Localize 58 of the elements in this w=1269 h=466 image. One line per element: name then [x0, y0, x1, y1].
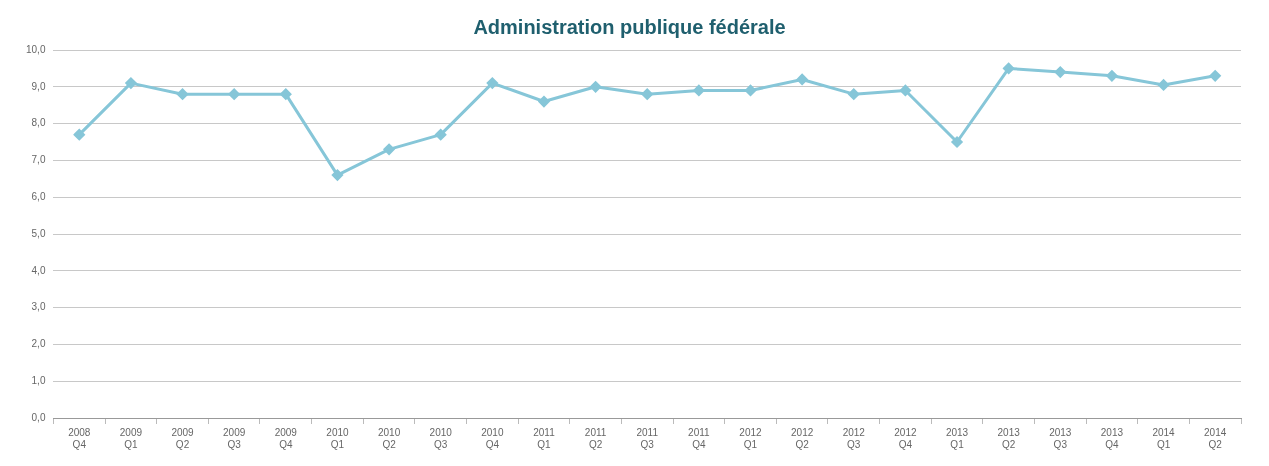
- point: [331, 169, 343, 181]
- x-tick-label: 2013 Q3: [1049, 426, 1072, 450]
- chart-title: Administration publique fédérale: [473, 15, 786, 38]
- x-tick-label: 2010 Q3: [429, 426, 453, 450]
- point: [641, 88, 653, 100]
- x-tick-label: 2011 Q3: [636, 426, 659, 450]
- x-tick-label: 2013 Q1: [945, 426, 969, 450]
- x-tick-label: 2009 Q2: [171, 426, 195, 450]
- x-tick-label: 2009 Q1: [119, 426, 143, 450]
- point: [280, 88, 292, 100]
- point: [1209, 70, 1221, 82]
- point: [1054, 66, 1066, 78]
- x-tick-label: 2010 Q4: [481, 426, 504, 450]
- point: [693, 84, 705, 96]
- point: [125, 77, 137, 89]
- x-tick-label: 2012 Q3: [842, 426, 866, 450]
- point: [486, 77, 498, 89]
- point: [796, 73, 808, 85]
- x-tick-label: 2010 Q2: [377, 426, 401, 450]
- x-tick-label: 2014 Q1: [1152, 426, 1176, 450]
- x-tick-label: 2009 Q3: [223, 426, 246, 450]
- x-tick-label: 2013 Q4: [1100, 426, 1124, 450]
- x-tick-label: 2013 Q2: [997, 426, 1021, 450]
- x-tick-label: 2011 Q1: [533, 426, 556, 450]
- point: [435, 129, 447, 141]
- y-tick-label: 9,0: [31, 80, 46, 92]
- point: [177, 88, 189, 100]
- point: [590, 81, 602, 93]
- y-tick-label: 6,0: [31, 190, 46, 202]
- point: [383, 143, 395, 155]
- y-tick-label: 3,0: [31, 301, 46, 313]
- y-tick-label: 1,0: [31, 374, 46, 386]
- x-tick-label: 2011 Q2: [584, 426, 607, 450]
- x-tick-label: 2010 Q1: [326, 426, 349, 450]
- y-tick-label: 0,0: [31, 411, 46, 423]
- point: [73, 129, 85, 141]
- y-tick-label: 5,0: [31, 227, 46, 239]
- y-tick-label: 10,0: [25, 43, 46, 55]
- x-tick-label: 2009 Q4: [274, 426, 298, 450]
- point: [745, 84, 756, 96]
- point: [1158, 79, 1170, 91]
- x-tick-label: 2012 Q2: [791, 426, 814, 450]
- point: [1003, 62, 1015, 74]
- point: [1106, 70, 1118, 82]
- x-tick-label: 2014 Q2: [1204, 426, 1227, 450]
- point: [848, 88, 860, 100]
- y-tick-label: 2,0: [31, 338, 46, 350]
- x-tick-label: 2008 Q4: [68, 426, 91, 450]
- x-tick-label: 2012 Q4: [894, 426, 917, 450]
- point: [899, 84, 911, 96]
- point: [228, 88, 240, 100]
- point: [538, 96, 550, 108]
- y-tick-label: 8,0: [31, 117, 46, 129]
- y-tick-label: 4,0: [31, 264, 46, 276]
- y-tick-label: 7,0: [31, 154, 46, 166]
- point: [951, 136, 963, 148]
- x-tick-label: 2012 Q1: [739, 426, 763, 450]
- x-tick-label: 2011 Q4: [688, 426, 711, 450]
